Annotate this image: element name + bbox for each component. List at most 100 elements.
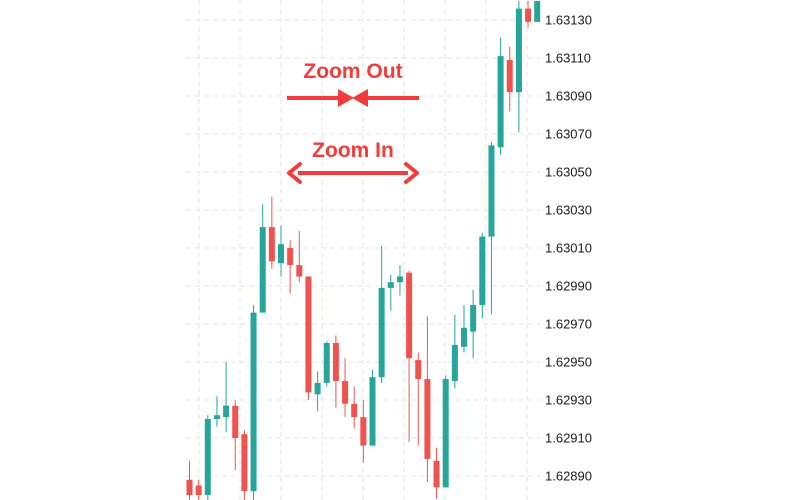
candle: [250, 305, 257, 500]
candle: [506, 46, 513, 112]
candle: [232, 400, 239, 471]
candle: [186, 460, 193, 500]
candle: [525, 1, 532, 28]
y-tick-label: 1.63130: [545, 13, 592, 28]
zoom-in-annotation: Zoom In: [287, 139, 419, 184]
candle: [241, 430, 248, 500]
candle: [278, 225, 284, 277]
candle: [415, 352, 422, 446]
candle-body: [278, 244, 284, 264]
candle-body: [360, 417, 367, 446]
candle-body: [406, 272, 413, 359]
candle-body: [342, 381, 349, 404]
y-tick-label: 1.62970: [545, 317, 592, 332]
candle-body: [415, 360, 422, 380]
candle-body: [378, 287, 385, 378]
arrowhead-left-icon: [287, 162, 302, 184]
y-tick-label: 1.63010: [545, 241, 592, 256]
candle: [515, 1, 522, 133]
candle: [378, 246, 385, 383]
candle-body: [250, 312, 257, 492]
candle: [314, 371, 321, 412]
candle: [351, 386, 358, 429]
candle-body: [223, 405, 230, 418]
candle: [451, 314, 458, 389]
y-tick-label: 1.63110: [545, 51, 591, 66]
candle-body: [488, 145, 495, 237]
candle: [213, 396, 220, 427]
zoom-out-label: Zoom Out: [303, 60, 402, 83]
candle: [396, 265, 403, 296]
candle-body: [204, 419, 211, 495]
candle-body: [534, 1, 541, 22]
candle-body: [195, 485, 202, 495]
candle-body: [515, 8, 522, 93]
candle: [387, 274, 394, 311]
candle-body: [296, 265, 303, 277]
zoom-out-annotation: Zoom Out: [287, 60, 419, 107]
y-tick-label: 1.62990: [545, 279, 592, 294]
candle: [479, 232, 486, 319]
candle-body: [506, 59, 513, 93]
candle-body: [186, 479, 193, 495]
candle-body: [497, 56, 504, 148]
candle: [488, 141, 495, 315]
candle: [223, 362, 230, 433]
y-tick-label: 1.62890: [545, 469, 592, 484]
candle: [268, 196, 275, 269]
candle: [442, 375, 449, 488]
candle-body: [451, 344, 458, 381]
candle-body: [479, 236, 486, 305]
candle-body: [433, 460, 440, 488]
y-tick-label: 1.63090: [545, 89, 592, 104]
candle: [369, 369, 376, 446]
candle: [461, 305, 467, 353]
candle-body: [369, 377, 376, 446]
candle-body: [470, 305, 477, 332]
candle-body: [442, 379, 449, 488]
candle: [342, 358, 349, 418]
candle: [296, 230, 303, 283]
candle-body: [424, 379, 431, 459]
y-tick-label: 1.63030: [545, 203, 592, 218]
candle-body: [259, 227, 266, 313]
candle: [332, 335, 339, 408]
candle-body: [351, 403, 358, 418]
y-tick-label: 1.63050: [545, 165, 592, 180]
candle: [497, 37, 504, 155]
candle-body: [525, 8, 532, 22]
candle: [433, 447, 440, 499]
candle-body: [241, 434, 248, 492]
candle: [406, 270, 413, 442]
candle: [204, 415, 211, 500]
candle-body: [387, 282, 394, 288]
y-tick-label: 1.62930: [545, 393, 592, 408]
candle: [470, 289, 477, 359]
zoom-in-label: Zoom In: [312, 139, 394, 162]
candle: [259, 204, 266, 313]
candle-body: [396, 276, 403, 283]
candle-body: [314, 382, 321, 395]
candle-body: [332, 343, 339, 381]
candle: [534, 1, 541, 22]
candle-body: [232, 405, 239, 438]
candle-body: [287, 248, 294, 266]
arrowhead-right-icon: [404, 162, 419, 184]
candle-body: [268, 227, 275, 262]
price-axis: 1.63130 1.63110 1.63090 1.63070 1.63050 1.630…: [545, 13, 592, 484]
y-tick-label: 1.63070: [545, 127, 592, 142]
arrowhead-right-icon: [338, 89, 354, 107]
zoom-annotations: Zoom Out Zoom In: [287, 60, 419, 184]
candle: [305, 276, 312, 400]
candle: [323, 341, 330, 387]
candle-body: [323, 343, 330, 383]
y-tick-label: 1.62950: [545, 355, 592, 370]
candle: [360, 400, 367, 463]
candle: [287, 240, 294, 294]
candle-body: [461, 327, 467, 347]
candle-series: [186, 1, 541, 500]
candle: [195, 479, 202, 500]
arrowhead-left-icon: [352, 89, 368, 107]
candle-body: [213, 415, 220, 419]
